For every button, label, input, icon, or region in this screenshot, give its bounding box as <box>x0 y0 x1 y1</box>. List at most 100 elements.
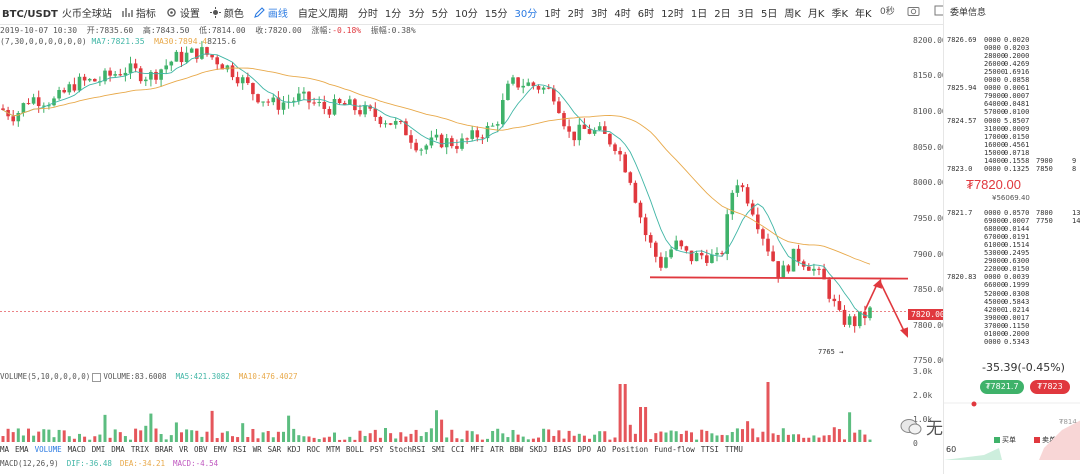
order-book-row[interactable]: 57000 0.0100 <box>944 108 1080 116</box>
indicator-tab[interactable]: TRIX <box>130 445 149 454</box>
indicator-tab[interactable]: BBW <box>509 445 524 454</box>
period-option[interactable]: 12时 <box>661 8 684 20</box>
period-option[interactable]: 2日 <box>714 8 731 20</box>
order-book-row[interactable]: 53000 0.2495 <box>944 249 1080 257</box>
indicator-tab[interactable]: BRAR <box>154 445 173 454</box>
period-option[interactable]: 1日 <box>690 8 708 20</box>
order-book-row[interactable]: 31000 0.0009 <box>944 125 1080 133</box>
indicator-tab[interactable]: MACD <box>67 445 86 454</box>
indicator-tab[interactable]: VOLUME <box>34 445 62 454</box>
indicator-tab[interactable]: VR <box>178 445 188 454</box>
order-book-row[interactable]: 37000 0.1150 <box>944 322 1080 330</box>
sell-price-button[interactable]: ₮7823 <box>1030 380 1070 394</box>
period-option[interactable]: 3分 <box>408 8 425 20</box>
order-book-cell: 01000 <box>984 329 1006 338</box>
period-option[interactable]: 5分 <box>431 8 449 20</box>
indicator-tab[interactable]: MFI <box>470 445 485 454</box>
volume-toggle-checkbox[interactable] <box>92 372 102 382</box>
order-book-row[interactable]: 61000 0.1514 <box>944 241 1080 249</box>
order-book-row[interactable]: 68000 0.0144 <box>944 225 1080 233</box>
custom-period-button[interactable]: 自定义周期 <box>297 8 348 20</box>
indicator-tab[interactable]: DMA <box>111 445 125 454</box>
order-book-row[interactable]: 7823.0 0000 0.1325 7850 8 <box>944 165 1080 173</box>
order-book-row[interactable]: 69000 0.0007 7750 14 <box>944 217 1080 225</box>
order-book-row[interactable]: 16000 0.4561 <box>944 141 1080 149</box>
order-book-row[interactable]: 01000 0.2000 <box>944 329 1080 338</box>
order-book-row[interactable]: 45000 0.5843 <box>944 298 1080 306</box>
theme-button[interactable]: 颜色 <box>209 5 244 20</box>
order-book-row[interactable]: 42000 1.0214 <box>944 306 1080 314</box>
period-option[interactable]: 周K <box>784 8 801 20</box>
period-option[interactable]: 10分 <box>455 8 478 20</box>
symbol-selector[interactable]: BTC/USDT 火币全球站 <box>2 8 112 20</box>
period-option[interactable]: 3时 <box>590 8 608 20</box>
indicator-tab[interactable]: DMI <box>91 445 106 454</box>
indicator-tab[interactable]: PSY <box>369 445 384 454</box>
order-book-row[interactable]: 25000 1.6916 <box>944 68 1080 76</box>
indicator-tab[interactable]: BIAS <box>553 445 572 454</box>
indicator-tab[interactable]: KDJ <box>287 445 301 454</box>
period-option[interactable]: 3日 <box>737 8 754 20</box>
order-book-row[interactable]: 7824.57 0000 5.8507 <box>944 117 1080 125</box>
indicator-tab[interactable]: SAR <box>267 445 282 454</box>
period-option[interactable]: 1时 <box>544 8 561 20</box>
indicator-tab[interactable]: StochRSI <box>389 445 426 454</box>
period-option[interactable]: 2时 <box>567 8 584 20</box>
period-option[interactable]: 年K <box>855 8 872 20</box>
indicator-tab[interactable]: Position <box>612 445 649 454</box>
order-book-row[interactable]: 7820.83 0000 0.0039 <box>944 273 1080 281</box>
draw-button[interactable]: 画线 <box>254 5 288 20</box>
period-option[interactable]: 15分 <box>484 8 508 20</box>
period-option[interactable]: 月K <box>807 8 825 20</box>
order-book-row[interactable]: 14000 0.1558 7900 9 <box>944 157 1080 165</box>
indicator-tab[interactable]: RSI <box>233 445 247 454</box>
order-book-row[interactable]: 39000 0.0017 <box>944 314 1080 322</box>
indicator-tab[interactable]: ROC <box>306 445 321 454</box>
period-option[interactable]: 4时 <box>614 8 631 20</box>
period-option[interactable]: 1分 <box>384 8 402 20</box>
order-book-row[interactable]: 79000 0.0007 <box>944 92 1080 100</box>
period-option[interactable]: 6时 <box>637 8 655 20</box>
order-book-row[interactable]: 66000 0.1999 <box>944 281 1080 289</box>
order-book-row[interactable]: 0000 0.5343 <box>944 338 1080 346</box>
order-book-row[interactable]: 0000 0.0203 <box>944 44 1080 52</box>
indicator-tab[interactable]: SMI <box>431 445 446 454</box>
indicator-tab[interactable]: MA <box>0 445 10 454</box>
period-option[interactable]: 5日 <box>760 8 778 20</box>
indicator-button[interactable]: 指标 <box>122 5 156 20</box>
order-book-row[interactable]: 7821.7 0000 0.0570 7800 13 <box>944 209 1080 217</box>
camera-icon[interactable] <box>907 5 920 16</box>
indicator-tab[interactable]: BOLL <box>345 445 364 454</box>
period-option[interactable]: 季K <box>831 8 849 20</box>
indicator-tab[interactable]: TTMU <box>724 445 743 454</box>
indicator-tab[interactable]: WR <box>252 445 262 454</box>
order-book-row[interactable]: 15000 0.0718 <box>944 149 1080 157</box>
settings-button[interactable]: 设置 <box>166 5 200 20</box>
indicator-tab[interactable]: CCI <box>451 445 465 454</box>
indicator-tab[interactable]: TTSI <box>700 445 719 454</box>
order-book-row[interactable]: 0000 0.0858 <box>944 76 1080 84</box>
order-book-row[interactable]: 26000 0.4269 <box>944 60 1080 68</box>
order-book-row[interactable]: 28000 0.2000 <box>944 52 1080 60</box>
order-book-row[interactable]: 52000 0.0308 <box>944 290 1080 298</box>
buy-price-button[interactable]: ₮7821.7 <box>980 380 1024 394</box>
indicator-tab[interactable]: SKDJ <box>529 445 548 454</box>
order-book-row[interactable]: 64000 0.0481 <box>944 100 1080 108</box>
indicator-tab[interactable]: EMA <box>15 445 29 454</box>
indicator-tab[interactable]: EMV <box>213 445 228 454</box>
indicator-tab[interactable]: DPO <box>577 445 591 454</box>
indicator-tab[interactable]: MTM <box>326 445 340 454</box>
indicator-tab[interactable]: OBV <box>193 445 208 454</box>
order-book-row[interactable]: 29000 0.6300 <box>944 257 1080 265</box>
order-book-row[interactable]: 67000 0.0191 <box>944 233 1080 241</box>
order-book-row[interactable]: 7825.94 0000 0.0061 <box>944 84 1080 92</box>
candlestick-chart[interactable]: 7765 → <box>0 25 908 370</box>
order-book-row[interactable]: 7826.69 0000 0.0020 <box>944 36 1080 44</box>
indicator-tab[interactable]: ATR <box>490 445 504 454</box>
period-option[interactable]: 分时 <box>357 8 378 20</box>
indicator-tab[interactable]: AO <box>596 445 607 454</box>
order-book-row[interactable]: 22000 0.0150 <box>944 265 1080 273</box>
indicator-tab[interactable]: Fund-flow <box>654 445 695 454</box>
order-book-row[interactable]: 17000 0.0150 <box>944 133 1080 141</box>
period-option[interactable]: 30分 <box>514 8 538 20</box>
